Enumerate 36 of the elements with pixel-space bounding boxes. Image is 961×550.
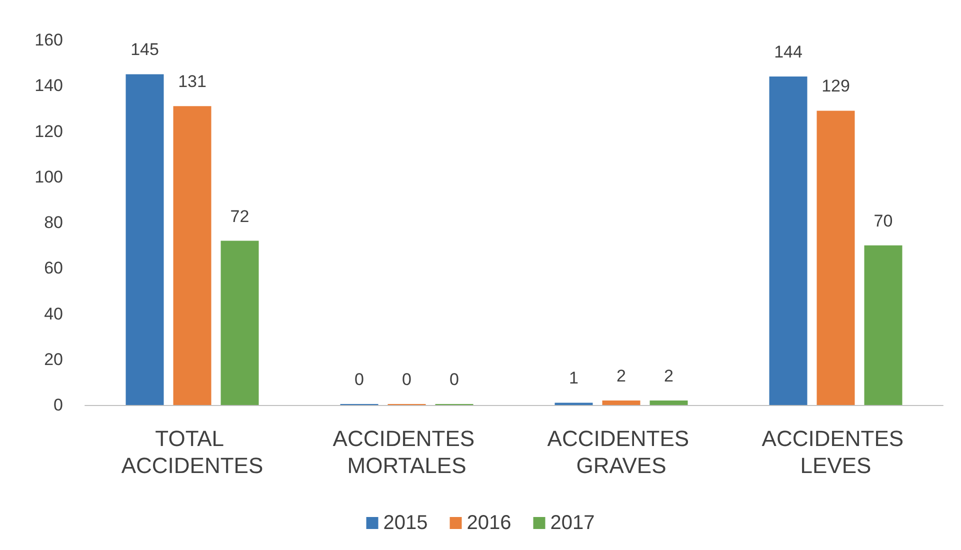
y-tick-label: 20 [44,350,63,369]
bar [220,240,259,405]
data-label: 129 [822,76,850,96]
bar [650,400,688,405]
bar [769,76,808,405]
y-tick-label: 120 [34,122,63,141]
legend-label: 2015 [383,512,428,534]
data-label: 0 [354,370,364,389]
bar [173,106,212,405]
bar [126,74,164,405]
x-tick-label: ACCIDENTES GRAVES [547,426,696,478]
y-tick-label: 160 [34,30,63,50]
y-tick-label: 60 [44,258,63,278]
x-tick-label: TOTAL ACCIDENTES [121,426,264,478]
bar [816,110,855,405]
legend-label: 2016 [466,512,512,534]
y-tick-label: 100 [34,167,63,186]
y-tick-label: 0 [54,396,63,414]
x-tick-label: ACCIDENTES LEVES [762,426,910,478]
data-label: 0 [402,370,412,389]
data-label: 2 [664,366,674,386]
legend-label: 2017 [550,512,595,534]
x-tick-label: ACCIDENTES MORTALES [332,426,481,478]
bar [602,400,640,405]
y-tick-label: 40 [44,304,63,324]
bar [864,245,902,405]
data-label: 0 [450,370,459,389]
data-label: 2 [616,366,626,386]
y-tick-label: 80 [44,213,63,232]
data-label: 72 [230,206,250,226]
data-label: 70 [874,211,893,230]
y-tick-label: 140 [34,76,63,96]
data-label: 1 [569,368,578,388]
data-label: 145 [130,40,159,60]
data-label: 144 [774,42,802,62]
data-label: 131 [178,72,206,92]
